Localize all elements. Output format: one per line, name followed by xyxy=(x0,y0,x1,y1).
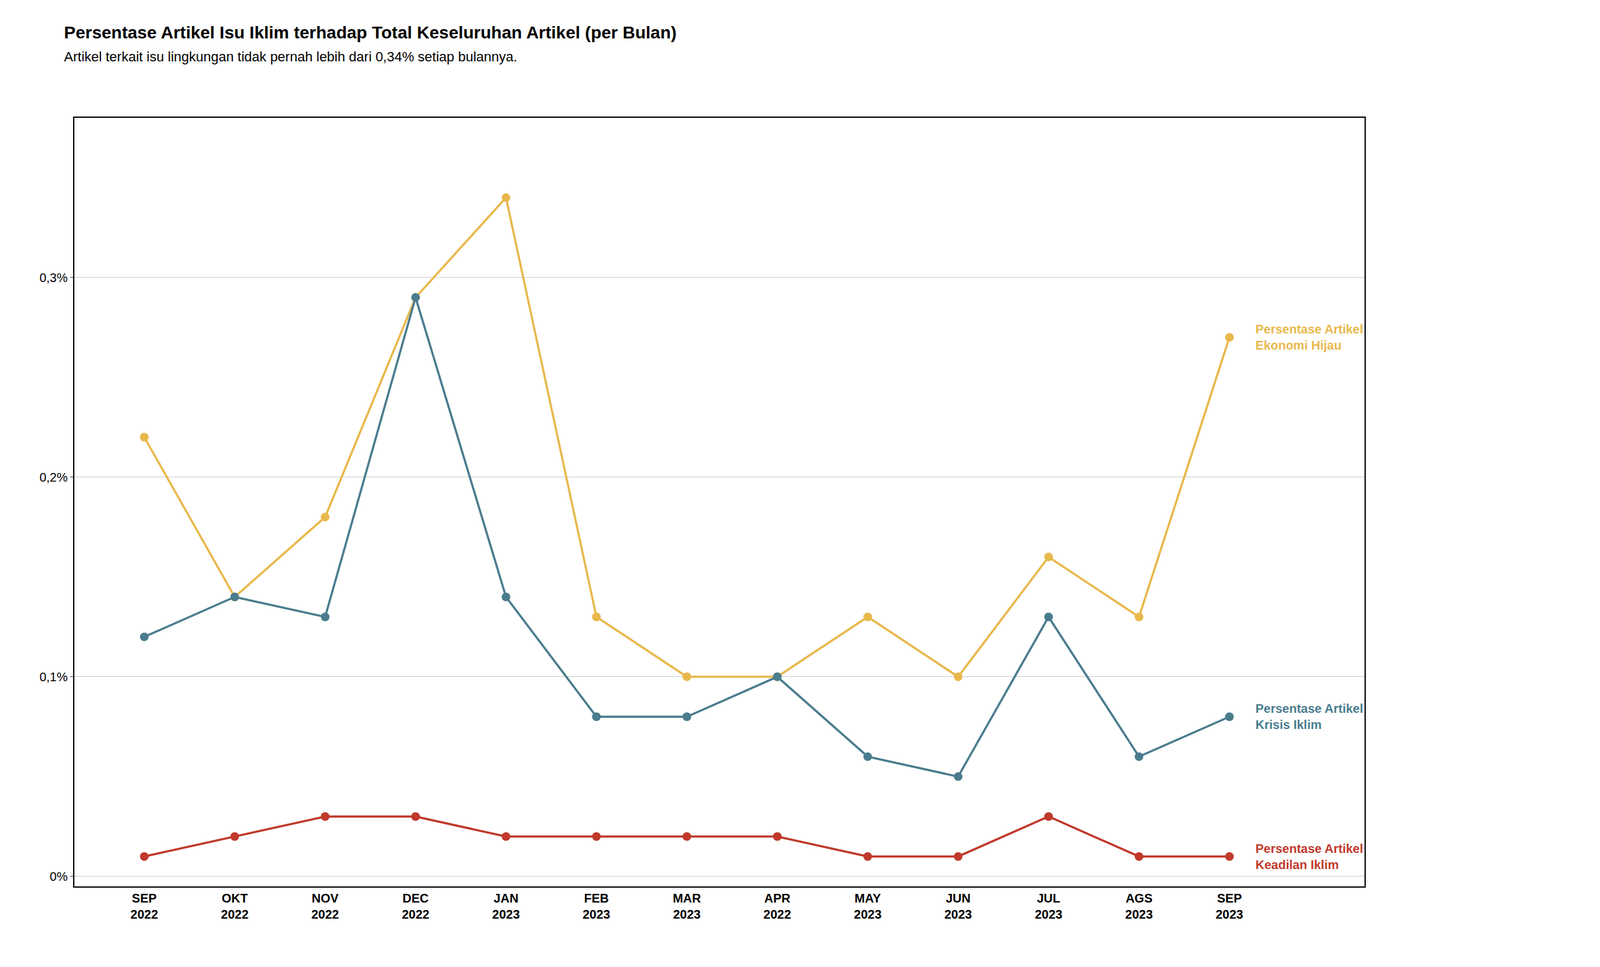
svg-text:JAN2023: JAN2023 xyxy=(492,891,520,921)
svg-text:JUN2023: JUN2023 xyxy=(944,891,973,921)
svg-text:AGS2023: AGS2023 xyxy=(1125,891,1154,921)
svg-text:Persentase ArtikelKrisis Iklim: Persentase ArtikelKrisis Iklim xyxy=(1255,701,1364,732)
svg-text:0,3%: 0,3% xyxy=(39,270,69,285)
svg-text:MAY2023: MAY2023 xyxy=(853,891,882,921)
svg-text:0,2%: 0,2% xyxy=(39,470,69,484)
svg-text:FEB2023: FEB2023 xyxy=(582,891,611,921)
svg-text:Persentase Artikel Isu Iklim t: Persentase Artikel Isu Iklim terhadap To… xyxy=(63,22,677,64)
svg-text:0,1%: 0,1% xyxy=(39,669,69,684)
svg-text:Persentase ArtikelKeadilan Ikl: Persentase ArtikelKeadilan Iklim xyxy=(1255,841,1364,872)
svg-text:MAR2023: MAR2023 xyxy=(672,891,702,921)
svg-text:APR2022: APR2022 xyxy=(763,891,792,921)
svg-text:SEP2022: SEP2022 xyxy=(130,891,159,921)
svg-text:SEP2023: SEP2023 xyxy=(1215,891,1244,921)
svg-text:OKT2022: OKT2022 xyxy=(221,891,250,921)
svg-text:Persentase ArtikelEkonomi Hija: Persentase ArtikelEkonomi Hijau xyxy=(1255,322,1364,352)
svg-text:JUL2023: JUL2023 xyxy=(1034,891,1063,921)
svg-text:NOV2022: NOV2022 xyxy=(311,891,339,921)
svg-text:DEC2022: DEC2022 xyxy=(401,891,430,921)
svg-text:0%: 0% xyxy=(49,869,68,884)
